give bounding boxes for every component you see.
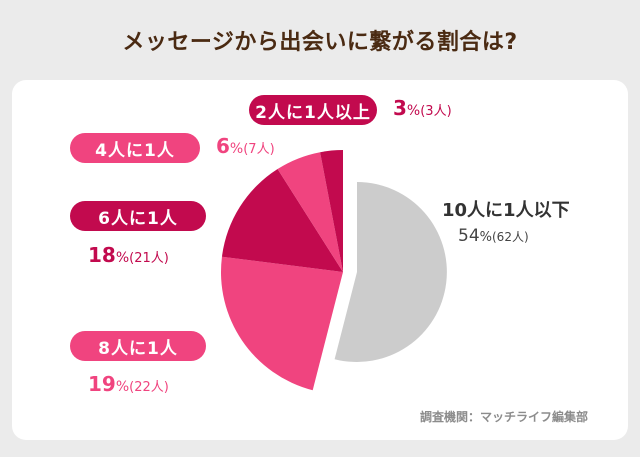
label-10-or-less: 10人に1人以下 <box>442 200 570 221</box>
slice-10-or-less <box>334 182 447 362</box>
value-8-pct: 19 <box>88 372 116 396</box>
value-6: 18%(21人) <box>88 243 169 267</box>
value-4: 6%(7人) <box>216 134 275 158</box>
value-4-count: (7人) <box>243 142 275 157</box>
value-6-count: (21人) <box>129 251 169 266</box>
value-8-sign: % <box>115 379 130 395</box>
slice-8 <box>220 256 343 391</box>
value-8: 19%(22人) <box>88 372 169 396</box>
slice-4 <box>277 152 343 272</box>
value-2-count: (3人) <box>420 104 452 119</box>
value-10-pct: 54 <box>458 226 480 246</box>
value-6-pct: 18 <box>88 243 116 267</box>
slice-6 <box>221 169 343 272</box>
value-8-count: (22人) <box>129 380 169 395</box>
chart-title: メッセージから出会いに繋がる割合は? <box>122 30 518 55</box>
label-pill-2: 2人に1人以上 <box>249 95 377 125</box>
source-credit: 調査機関：マッチライフ編集部 <box>420 410 589 424</box>
value-4-pct: 6 <box>216 134 230 158</box>
label-pill-8: 8人に1人 <box>70 331 206 361</box>
value-2-sign: % <box>406 103 421 119</box>
slice-2 <box>320 150 343 272</box>
value-10-sign: % <box>479 230 492 245</box>
value-2: 3%(3人) <box>393 96 452 120</box>
value-6-sign: % <box>115 250 130 266</box>
value-10-or-less: 54%(62人) <box>458 226 529 246</box>
value-10-count: (62人) <box>492 230 529 244</box>
value-4-sign: % <box>229 141 244 157</box>
value-2-pct: 3 <box>393 96 407 120</box>
label-pill-6: 6人に1人 <box>70 201 206 231</box>
label-pill-4: 4人に1人 <box>70 133 200 163</box>
